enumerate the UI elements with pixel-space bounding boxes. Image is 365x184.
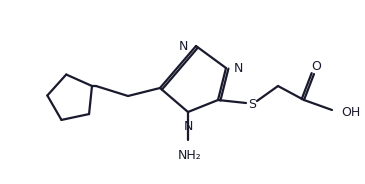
Text: N: N [183,120,193,133]
Text: OH: OH [341,105,360,118]
Text: N: N [178,40,188,52]
Text: N: N [234,61,243,75]
Text: O: O [311,59,321,72]
Text: S: S [248,98,256,111]
Text: NH₂: NH₂ [178,149,202,162]
